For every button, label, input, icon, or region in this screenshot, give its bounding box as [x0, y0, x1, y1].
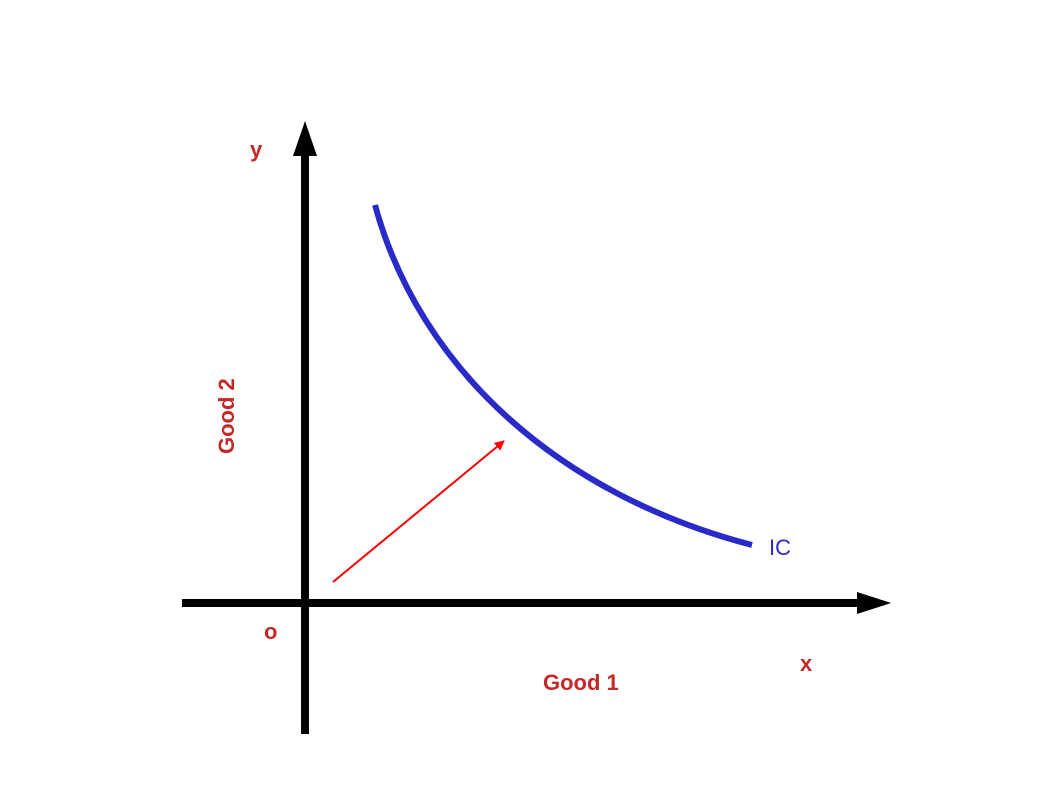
curve-label: IC [769, 535, 791, 560]
x-axis-title: Good 1 [543, 670, 619, 695]
x-axis-label: x [800, 651, 813, 676]
y-axis-arrowhead [293, 121, 317, 156]
y-axis-label: y [250, 137, 263, 162]
origin-label: o [264, 619, 277, 644]
preference-direction-arrow [332, 440, 505, 583]
x-axis-arrowhead [857, 592, 891, 614]
indifference-curve [372, 204, 753, 548]
y-axis-title: Good 2 [214, 378, 239, 454]
